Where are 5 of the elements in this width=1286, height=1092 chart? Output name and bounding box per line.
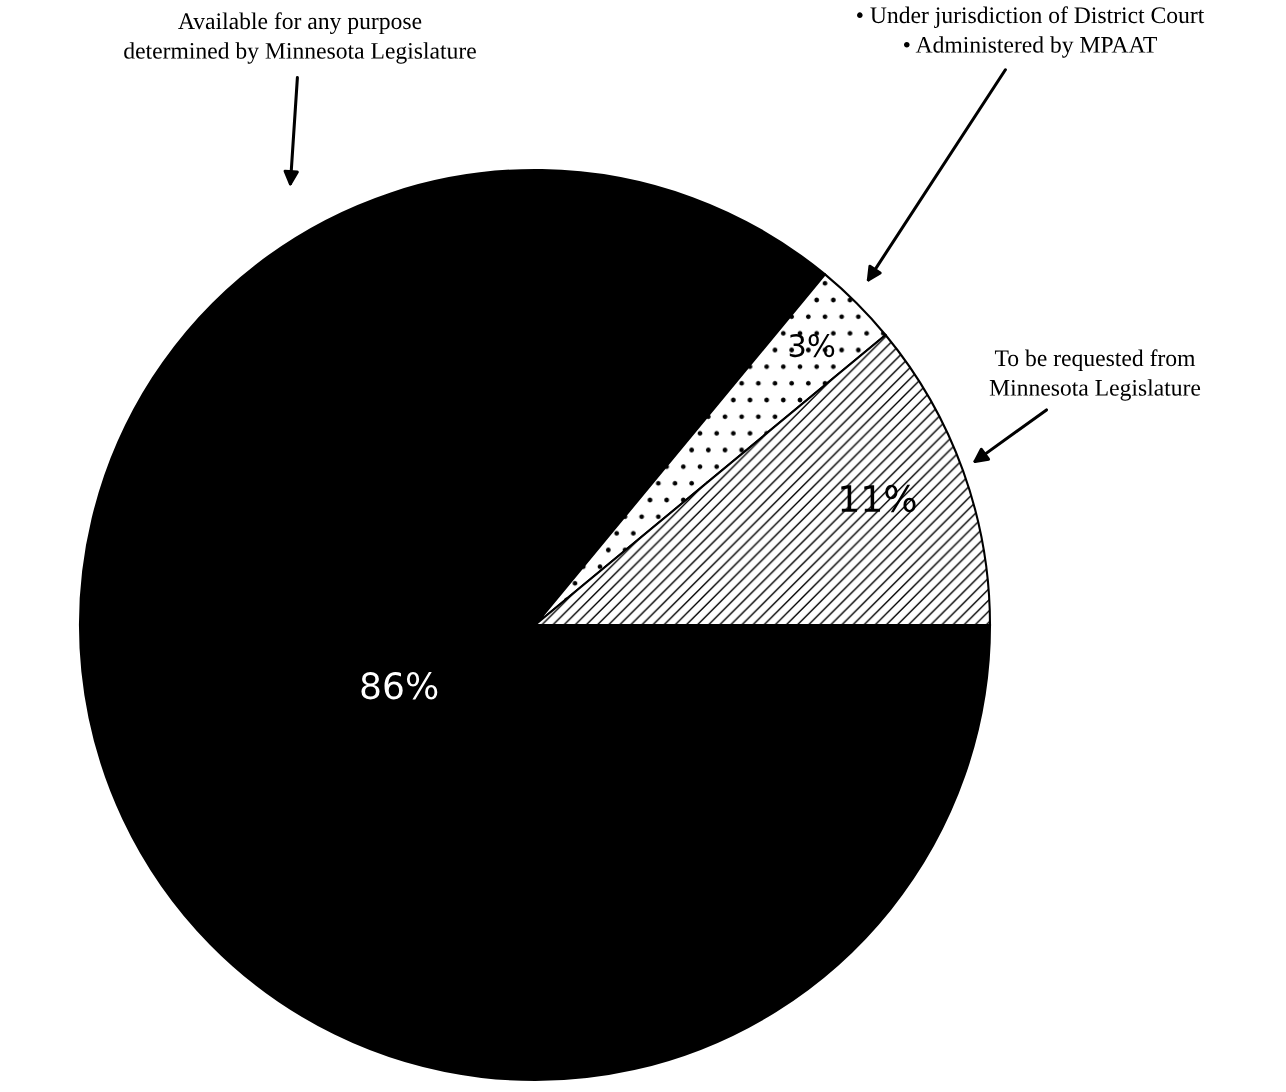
slice-label: To be requested from Minnesota Legislature [989, 349, 1201, 401]
data-label: 3% [789, 334, 835, 358]
slice-label: • Under jurisdiction of District Court • Administered by MPAAT [857, 6, 1205, 58]
data-label: 86% [361, 672, 438, 700]
slice-label: Available for any purpose determined by Minnesota Legislature [124, 12, 476, 64]
